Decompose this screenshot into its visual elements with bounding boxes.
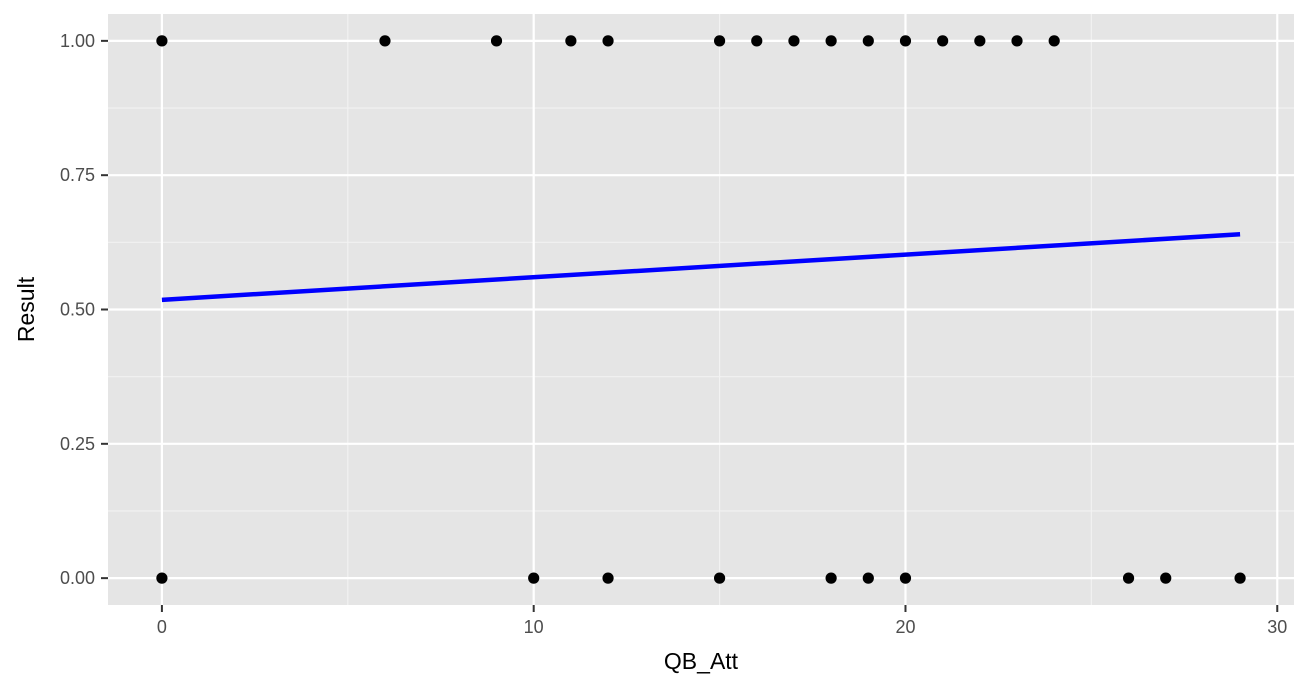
data-point [1011, 35, 1023, 47]
data-point [862, 572, 874, 584]
x-tick-label: 0 [157, 617, 167, 637]
data-point [751, 35, 763, 47]
x-axis: 0 10 20 30 [157, 605, 1287, 637]
y-tick-label: 1.00 [60, 31, 95, 51]
data-point [156, 35, 168, 47]
data-point [899, 35, 912, 47]
data-point [713, 572, 726, 584]
data-point [862, 35, 874, 47]
major-gridlines [108, 14, 1294, 605]
y-tick-label: 0.00 [60, 568, 95, 588]
data-point [974, 35, 986, 47]
data-point [602, 35, 614, 47]
y-axis: 0.00 0.25 0.50 0.75 1.00 [60, 31, 108, 588]
data-point [937, 35, 949, 47]
data-point [825, 35, 837, 47]
data-point [490, 35, 503, 47]
fit-line [161, 232, 1241, 303]
y-tick-label: 0.50 [60, 300, 95, 320]
data-point [565, 35, 577, 47]
fit-line-group [161, 232, 1241, 303]
data-point [1048, 35, 1060, 47]
data-point [379, 35, 391, 47]
data-points [156, 35, 1246, 584]
x-tick-label: 10 [524, 617, 544, 637]
data-point [528, 572, 540, 584]
x-axis-title: QB_Att [664, 648, 739, 674]
y-tick-label: 0.75 [60, 165, 95, 185]
data-point [788, 35, 800, 47]
data-point [713, 35, 726, 47]
y-axis-title: Result [13, 276, 39, 342]
y-tick-label: 0.25 [60, 434, 95, 454]
data-point [825, 572, 837, 584]
x-tick-label: 20 [895, 617, 915, 637]
data-point [899, 572, 912, 584]
data-point [602, 572, 614, 584]
data-point [1160, 572, 1172, 584]
x-tick-label: 30 [1267, 617, 1287, 637]
data-point [1122, 572, 1135, 584]
data-point [1234, 572, 1246, 584]
data-point [156, 572, 168, 584]
